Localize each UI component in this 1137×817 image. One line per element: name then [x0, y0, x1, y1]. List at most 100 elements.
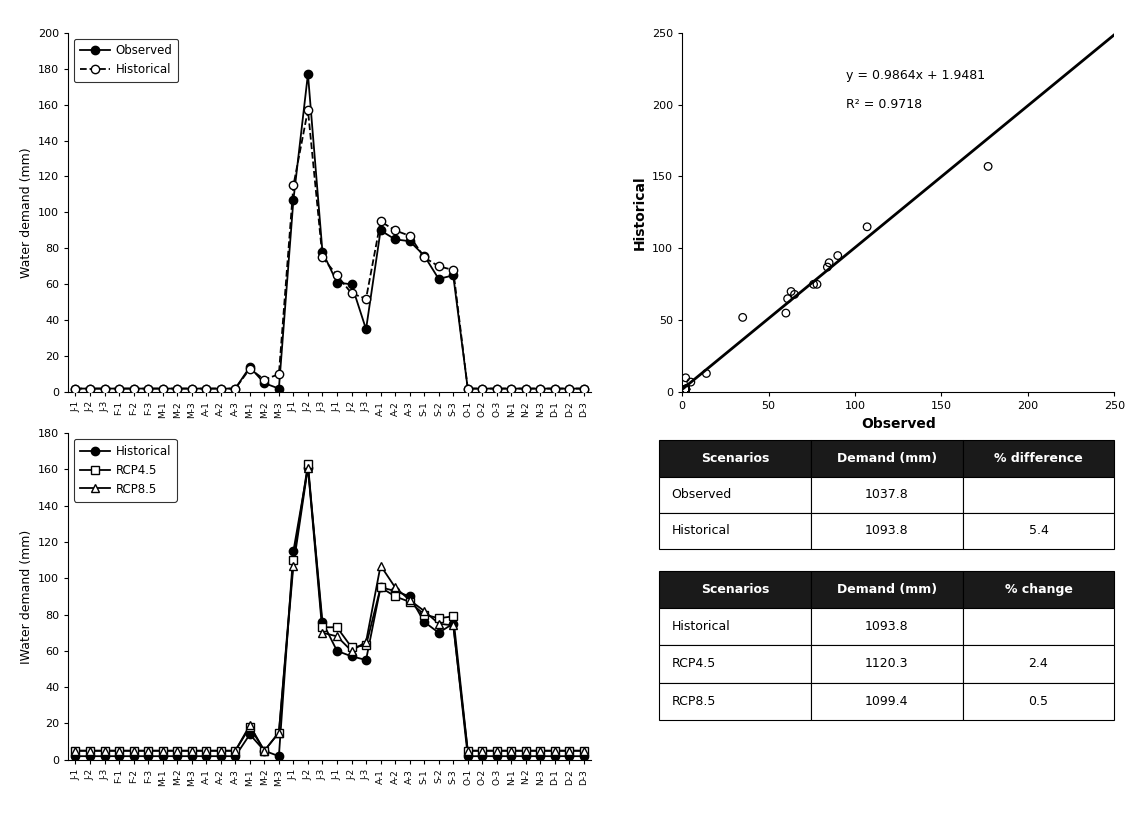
RCP4.5: [243, 722, 257, 732]
Historical: [127, 384, 141, 394]
RCP8.5: [127, 746, 141, 756]
Historical: [563, 752, 576, 761]
Observed: [243, 362, 257, 372]
Historical: [475, 752, 489, 761]
RCP4.5: [518, 746, 532, 756]
Point: [677, 382, 695, 395]
Text: y = 0.9864x + 1.9481: y = 0.9864x + 1.9481: [846, 69, 986, 83]
RCP4.5: [374, 583, 388, 592]
RCP8.5: [389, 583, 402, 592]
Observed: [402, 236, 416, 246]
Observed: [301, 69, 315, 79]
Point: [677, 382, 695, 395]
Observed: [389, 234, 402, 244]
RCP4.5: [563, 746, 576, 756]
Historical: [490, 752, 504, 761]
RCP8.5: [287, 560, 300, 570]
Historical: [287, 546, 300, 556]
RCP8.5: [113, 746, 126, 756]
Historical: [374, 217, 388, 226]
Historical: [359, 294, 373, 304]
Observed: [533, 384, 547, 394]
RCP4.5: [68, 746, 82, 756]
Point: [779, 292, 797, 306]
Historical: [156, 384, 169, 394]
Historical: [98, 384, 111, 394]
Observed: [113, 384, 126, 394]
RCP8.5: [374, 560, 388, 570]
RCP8.5: [505, 746, 518, 756]
Point: [677, 382, 695, 395]
Historical: [83, 752, 97, 761]
Historical: [316, 617, 330, 627]
Historical: [171, 752, 184, 761]
Historical: [127, 752, 141, 761]
Observed: [359, 324, 373, 334]
RCP4.5: [359, 641, 373, 650]
Historical: [432, 261, 446, 271]
Point: [677, 382, 695, 395]
Point: [829, 249, 847, 262]
Point: [858, 221, 877, 234]
Historical: [68, 752, 82, 761]
Line: Historical: Historical: [72, 463, 588, 761]
Observed: [272, 384, 285, 394]
RCP4.5: [505, 746, 518, 756]
RCP4.5: [490, 746, 504, 756]
Point: [677, 382, 695, 395]
Historical: [257, 746, 271, 756]
Observed: [548, 384, 562, 394]
RCP8.5: [229, 746, 242, 756]
RCP4.5: [417, 609, 431, 619]
Line: Observed: Observed: [72, 70, 588, 393]
RCP8.5: [272, 728, 285, 738]
Point: [682, 376, 700, 389]
RCP4.5: [533, 746, 547, 756]
Historical: [156, 752, 169, 761]
Historical: [389, 586, 402, 596]
Historical: [578, 384, 591, 394]
RCP8.5: [243, 721, 257, 730]
RCP4.5: [447, 611, 460, 621]
Historical: [185, 384, 199, 394]
RCP4.5: [113, 746, 126, 756]
Observed: [345, 279, 358, 289]
Observed: [374, 225, 388, 235]
Historical: [548, 752, 562, 761]
Historical: [257, 375, 271, 385]
RCP8.5: [301, 462, 315, 472]
Observed: [199, 384, 213, 394]
Historical: [505, 384, 518, 394]
RCP4.5: [330, 623, 343, 632]
Historical: [272, 369, 285, 379]
Observed: [316, 247, 330, 257]
Historical: [402, 231, 416, 241]
Point: [677, 382, 695, 395]
Observed: [83, 384, 97, 394]
RCP8.5: [214, 746, 227, 756]
Observed: [475, 384, 489, 394]
Historical: [330, 270, 343, 280]
Historical: [113, 752, 126, 761]
Historical: [447, 618, 460, 628]
Line: Historical: Historical: [72, 106, 588, 393]
Observed: [563, 384, 576, 394]
Line: RCP8.5: RCP8.5: [72, 463, 588, 755]
Observed: [141, 384, 155, 394]
Historical: [374, 583, 388, 592]
Historical: [229, 752, 242, 761]
Y-axis label: IWater demand (mm): IWater demand (mm): [19, 529, 33, 663]
Historical: [548, 384, 562, 394]
Historical: [68, 384, 82, 394]
RCP8.5: [199, 746, 213, 756]
Historical: [490, 384, 504, 394]
Historical: [460, 752, 474, 761]
Historical: [345, 288, 358, 298]
RCP8.5: [563, 746, 576, 756]
RCP4.5: [475, 746, 489, 756]
RCP4.5: [98, 746, 111, 756]
RCP8.5: [518, 746, 532, 756]
Historical: [199, 384, 213, 394]
RCP8.5: [432, 618, 446, 628]
RCP8.5: [83, 746, 97, 756]
